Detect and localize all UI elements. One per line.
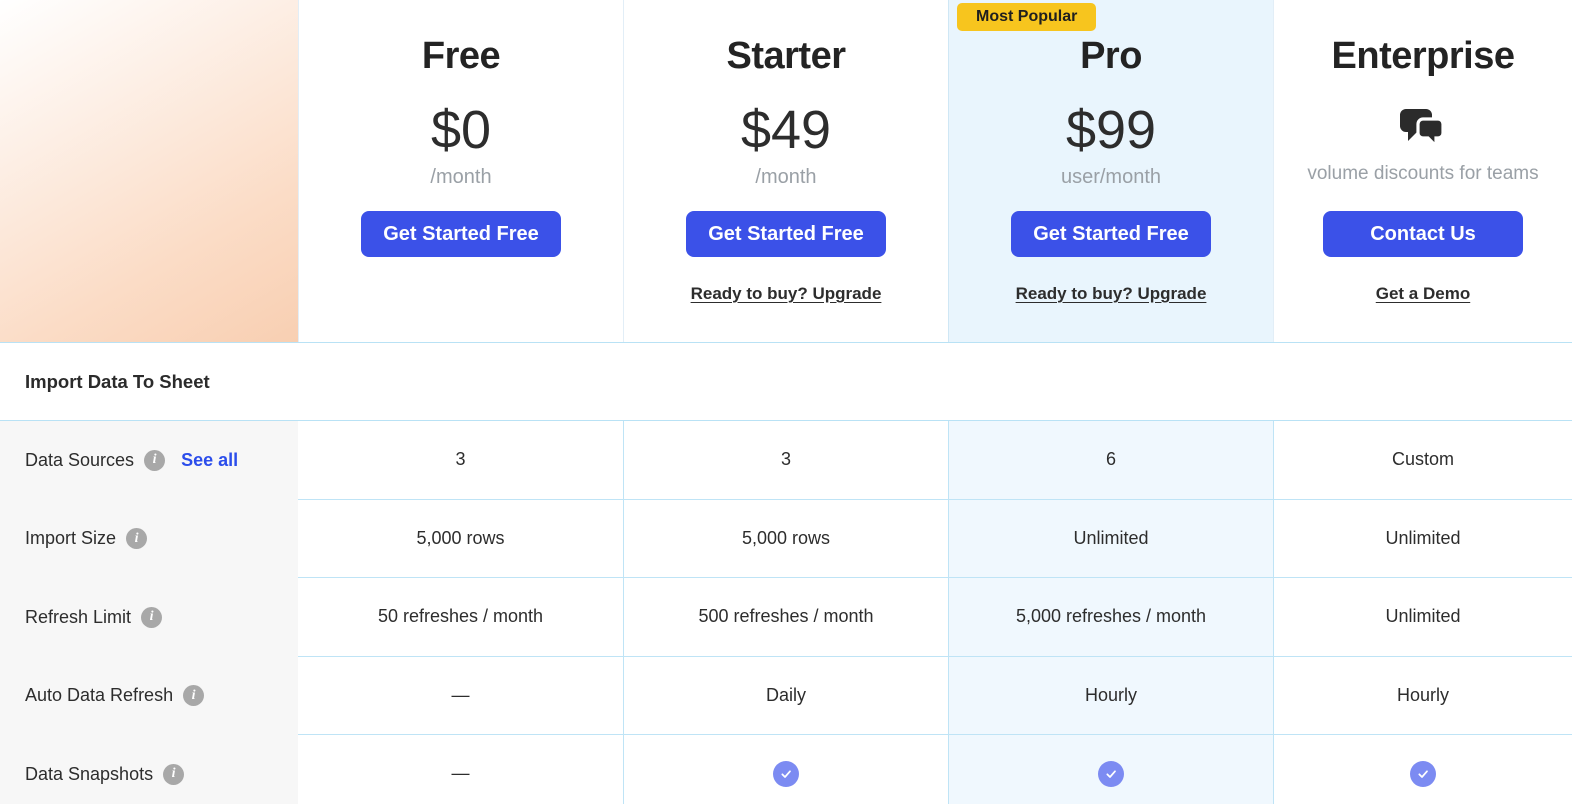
feature-value-cell: Unlimited: [1273, 578, 1572, 657]
feature-label: Import Size: [25, 528, 117, 549]
price-block: $0 /month: [430, 80, 491, 211]
most-popular-badge: Most Popular: [957, 3, 1097, 31]
feature-value-cell: 500 refreshes / month: [623, 578, 948, 657]
feature-value-cell: 3: [298, 421, 623, 500]
feature-value-cell: [623, 735, 948, 804]
feature-value: —: [451, 763, 470, 784]
feature-label-cell: Import Size i: [0, 499, 298, 578]
cta-button[interactable]: Get Started Free: [361, 211, 561, 257]
section-title: Import Data To Sheet: [25, 370, 210, 392]
feature-value: 5,000 refreshes / month: [1015, 606, 1207, 627]
plan-tagline: volume discounts for teams: [1307, 162, 1539, 184]
price-block: $49 /month: [741, 80, 831, 211]
cta-button[interactable]: Get Started Free: [686, 211, 886, 257]
feature-row: Data Sources i See all 3 3 6 Custom: [0, 421, 1572, 500]
feature-value-cell: 5,000 rows: [298, 499, 623, 578]
secondary-link[interactable]: Ready to buy? Upgrade: [1015, 284, 1207, 303]
feature-value: 500 refreshes / month: [698, 606, 874, 627]
plan-title: Free: [421, 35, 501, 77]
feature-value: 5,000 rows: [741, 527, 831, 548]
feature-value-cell: Unlimited: [948, 499, 1273, 578]
cta-button[interactable]: Get Started Free: [1011, 211, 1211, 257]
feature-value-cell: 3: [623, 421, 948, 500]
check-icon: [1410, 760, 1436, 787]
feature-row: Data Snapshots i —: [0, 735, 1572, 804]
feature-value: 5,000 rows: [416, 527, 505, 548]
feature-row: Refresh Limit i 50 refreshes / month 500 …: [0, 578, 1572, 657]
feature-value-cell: 5,000 refreshes / month: [948, 578, 1273, 657]
info-icon[interactable]: i: [183, 685, 205, 707]
feature-label: Data Snapshots: [25, 763, 154, 784]
feature-value: 3: [780, 449, 791, 470]
feature-value-cell: —: [298, 656, 623, 735]
feature-label-cell: Auto Data Refresh i: [0, 656, 298, 735]
feature-value-cell: [1273, 735, 1572, 804]
see-all-link[interactable]: See all: [181, 449, 239, 470]
plan-price: $49: [740, 100, 832, 160]
enterprise-block: volume discounts for teams: [1307, 80, 1539, 211]
feature-value-cell: Hourly: [1273, 656, 1572, 735]
plan-period: /month: [430, 166, 492, 188]
secondary-link[interactable]: Get a Demo: [1375, 284, 1471, 303]
feature-label-cell: Data Snapshots i: [0, 735, 298, 804]
info-icon[interactable]: i: [144, 449, 166, 471]
plans-header: Free $0 /month Get Started Free Starter …: [0, 0, 1572, 343]
feature-value: 50 refreshes / month: [377, 606, 544, 627]
feature-rows: Data Sources i See all 3 3 6 Custom Import …: [0, 421, 1572, 804]
feature-value: Hourly: [1084, 684, 1137, 705]
plan-price: $99: [1065, 100, 1157, 160]
feature-value-cell: Custom: [1273, 421, 1572, 500]
feature-value-cell: Daily: [623, 656, 948, 735]
feature-value: Custom: [1391, 449, 1454, 470]
feature-value-cell: Unlimited: [1273, 499, 1572, 578]
info-icon[interactable]: i: [141, 606, 163, 628]
feature-value: Unlimited: [1073, 527, 1149, 548]
plan-card: Starter $49 /month Get Started Free Read…: [623, 0, 948, 342]
feature-value: Unlimited: [1385, 527, 1461, 548]
plan-card: Free $0 /month Get Started Free: [298, 0, 623, 342]
plan-period: /month: [755, 166, 817, 188]
feature-value: —: [451, 684, 470, 705]
feature-value-cell: Hourly: [948, 656, 1273, 735]
cta-button[interactable]: Contact Us: [1323, 211, 1523, 257]
feature-label: Data Sources: [25, 449, 135, 470]
plan-price: $0: [430, 100, 492, 160]
secondary-link[interactable]: Ready to buy? Upgrade: [690, 284, 882, 303]
feature-value: Hourly: [1396, 684, 1449, 705]
check-icon: [1098, 760, 1124, 787]
plan-card: Enterprise volume discounts for teams Co…: [1273, 0, 1572, 342]
decorative-gradient: [0, 0, 298, 342]
plan-card: Most Popular Pro $99 user/month Get Star…: [948, 0, 1273, 342]
feature-row: Auto Data Refresh i — Daily Hourly Hourly: [0, 656, 1572, 735]
chat-bubbles-icon: [1399, 107, 1447, 151]
check-icon: [773, 760, 799, 787]
feature-value-cell: —: [298, 735, 623, 804]
feature-value: 6: [1105, 449, 1116, 470]
feature-label-cell: Refresh Limit i: [0, 578, 298, 657]
feature-value-cell: 50 refreshes / month: [298, 578, 623, 657]
plan-period: user/month: [1060, 166, 1162, 188]
feature-label: Auto Data Refresh: [25, 685, 174, 706]
feature-value: 3: [455, 449, 466, 470]
plan-title: Pro: [1080, 35, 1142, 77]
section-header: Import Data To Sheet: [0, 343, 1572, 421]
feature-label-cell: Data Sources i See all: [0, 421, 298, 500]
feature-value: Daily: [765, 684, 806, 705]
feature-value-cell: [948, 735, 1273, 804]
plan-title: Starter: [726, 35, 847, 77]
feature-value-cell: 5,000 rows: [623, 499, 948, 578]
plan-title: Enterprise: [1331, 35, 1515, 77]
feature-value-cell: 6: [948, 421, 1273, 500]
feature-row: Import Size i 5,000 rows 5,000 rows Unlimi…: [0, 499, 1572, 578]
info-icon[interactable]: i: [126, 528, 148, 550]
feature-label: Refresh Limit: [25, 606, 132, 627]
price-block: $99 user/month: [1061, 80, 1161, 211]
feature-value: Unlimited: [1385, 606, 1461, 627]
info-icon[interactable]: i: [163, 763, 185, 785]
